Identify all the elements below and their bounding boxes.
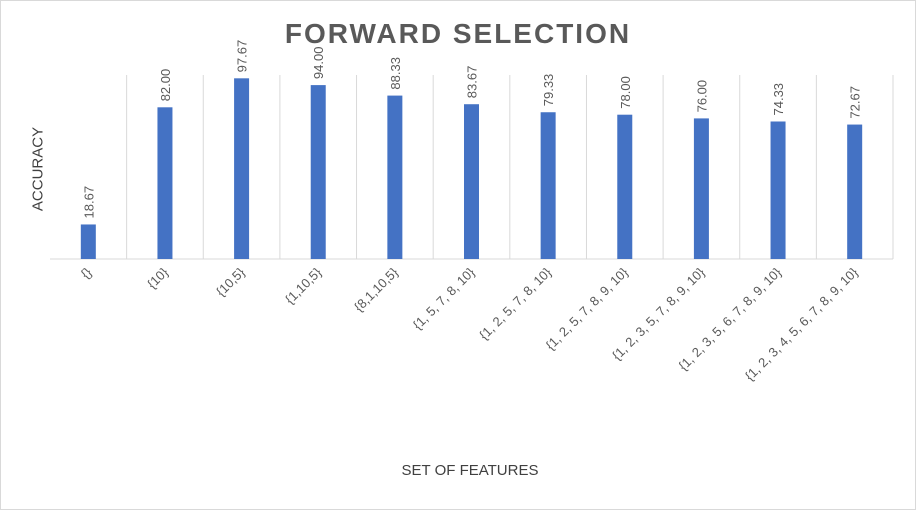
x-tick-label: {10,5} [213,264,248,299]
data-label: 83.67 [465,66,480,99]
data-label: 82.00 [158,69,173,102]
bar [693,118,709,260]
bar [617,114,633,259]
data-label: 78.00 [618,76,633,109]
bar [310,85,326,259]
bar [80,224,96,259]
data-label: 79.33 [541,74,556,107]
bar [540,112,556,259]
chart-title: FORWARD SELECTION [284,18,632,49]
bar [387,95,403,259]
bar [847,124,863,259]
x-tick-label: {1, 2, 5, 7, 8, 9, 10} [543,264,632,353]
data-label: 97.67 [235,40,250,73]
data-label: 94.00 [311,47,326,80]
data-label: 74.33 [771,83,786,116]
x-tick-label: {10} [144,264,171,291]
x-tick-label: {8,1,10,5} [351,264,401,314]
x-tick-label: {} [78,264,95,281]
data-label: 88.33 [388,57,403,90]
data-label: 76.00 [694,80,709,113]
x-axis-label: SET OF FEATURES [401,462,539,479]
bar [157,107,173,259]
bar [770,121,786,259]
x-tick-label: {1, 5, 7, 8, 10} [410,264,478,332]
data-label: 18.67 [81,186,96,219]
data-label: 72.67 [848,86,863,119]
x-tick-label: {1, 2, 5, 7, 8, 10} [476,264,555,343]
bar [234,78,250,259]
bar [464,104,479,259]
x-tick-label: {1,10,5} [282,264,325,307]
